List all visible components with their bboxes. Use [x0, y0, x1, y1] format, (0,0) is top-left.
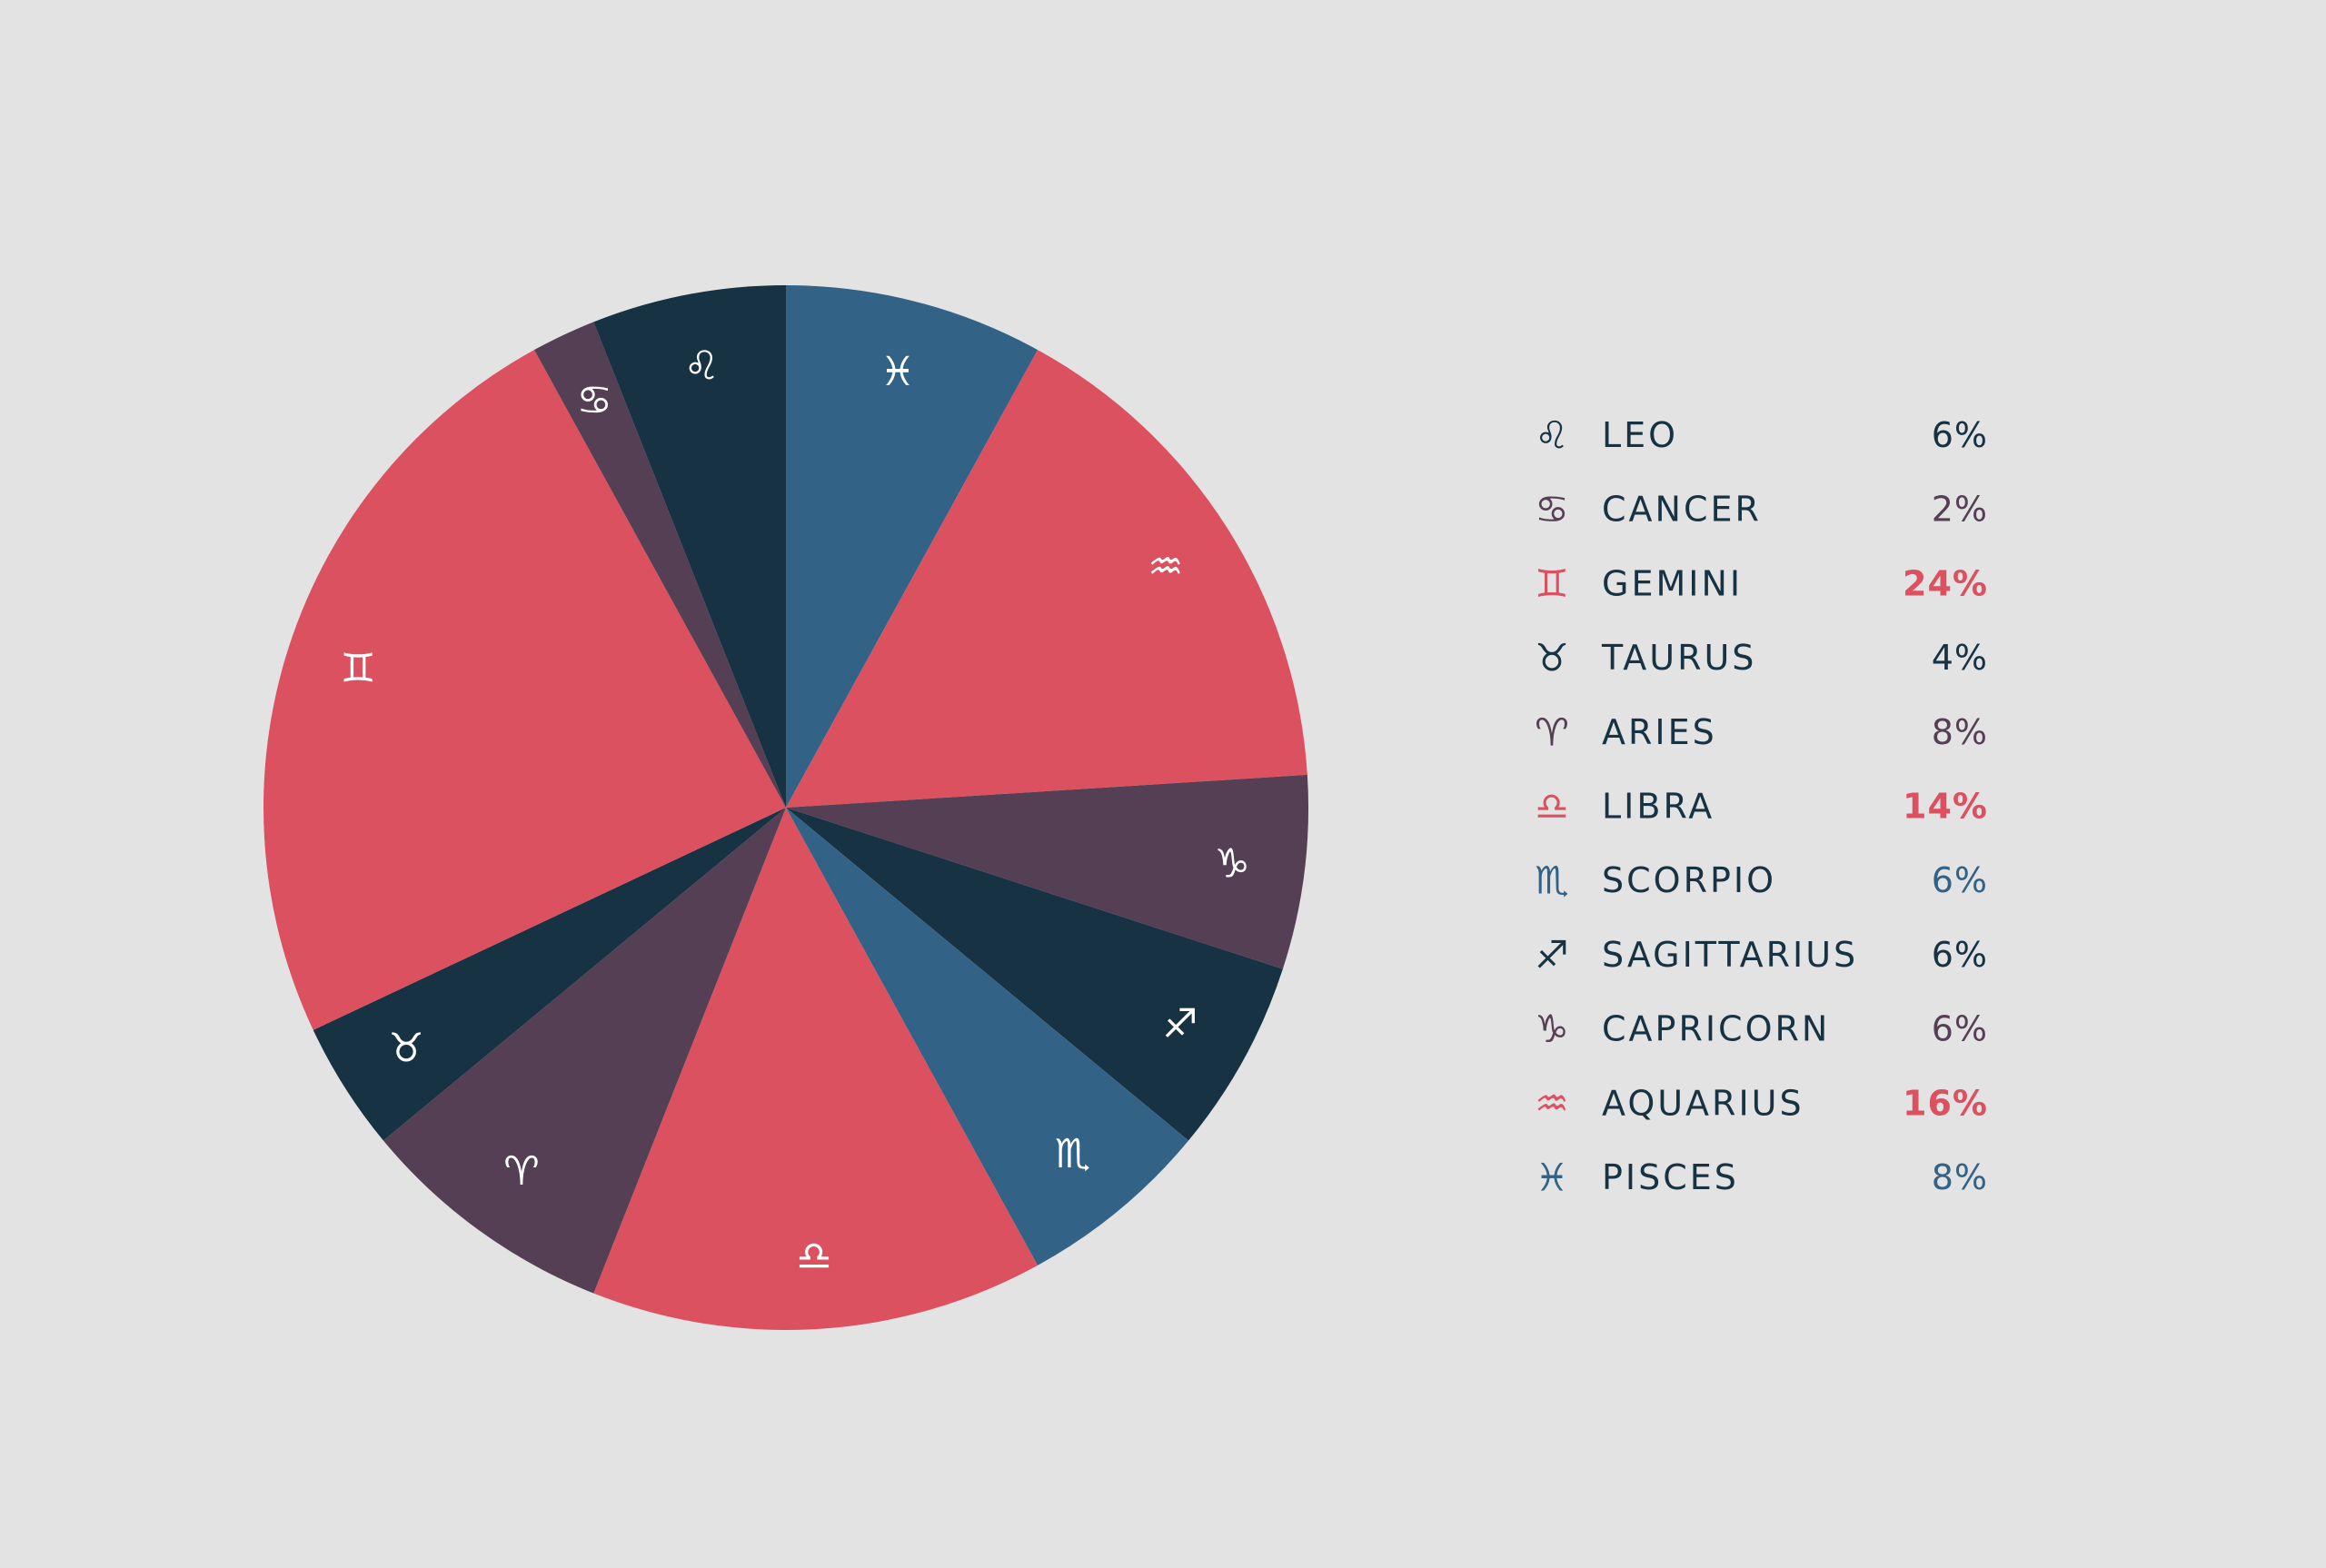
legend-libra-icon: ♎︎: [1535, 784, 1569, 829]
pie-slice-capricorn: [786, 774, 1309, 969]
legend-label: ARIES: [1602, 712, 1717, 752]
pisces-icon: ♓︎: [880, 349, 915, 395]
pie-slice-taurus: [313, 808, 787, 1141]
legend-value: 6%: [1932, 860, 1988, 900]
legend-value: 14%: [1903, 787, 1988, 827]
pie-slice-sagittarius: [786, 808, 1283, 1141]
legend-label: TAURUS: [1601, 638, 1756, 678]
legend-label: PISCES: [1602, 1157, 1739, 1197]
scorpio-icon: ♏︎: [1055, 1131, 1090, 1177]
legend-value: 8%: [1932, 712, 1988, 752]
pie-slice-libra: [593, 808, 1039, 1331]
taurus-icon: ♉︎: [388, 1026, 423, 1072]
legend-value: 24%: [1903, 563, 1988, 603]
aries-icon: ♈︎: [503, 1148, 539, 1195]
legend-value: 2%: [1932, 490, 1988, 530]
legend-item-aquarius: ♒︎ AQUARIUS 16%: [1535, 1081, 1988, 1126]
cancer-icon: ♋︎: [576, 378, 611, 424]
legend-aries-icon: ♈︎: [1535, 710, 1569, 754]
pie-slices: [263, 285, 1309, 1331]
legend-label: CANCER: [1602, 490, 1762, 530]
legend-item-gemini: ♊︎ GEMINI 24%: [1535, 561, 1988, 606]
legend-item-cancer: ♋︎ CANCER 2%: [1535, 487, 1988, 531]
pie-slice-gemini: [263, 350, 786, 1030]
capricorn-icon: ♑︎: [1214, 841, 1249, 888]
aquarius-icon: ♒︎: [1148, 543, 1183, 590]
legend-item-aries: ♈︎ ARIES 8%: [1535, 710, 1988, 754]
pie-slice-cancer: [533, 322, 786, 808]
legend-value: 4%: [1932, 638, 1988, 678]
gemini-icon: ♊︎: [340, 646, 375, 692]
legend-item-taurus: ♉︎ TAURUS 4%: [1535, 636, 1988, 680]
pie-slice-pisces: [786, 285, 1039, 808]
legend-pisces-icon: ♓︎: [1535, 1156, 1569, 1200]
legend-label: AQUARIUS: [1602, 1083, 1804, 1123]
libra-icon: ♎︎: [796, 1234, 831, 1280]
legend-cancer-icon: ♋︎: [1535, 487, 1569, 531]
legend: ♌︎ LEO 6% ♋︎ CANCER 2% ♊︎ GEMINI 24% ♉︎ TAURUS 4% ♈︎…: [1535, 413, 1988, 1200]
pie-slice-icons: ♓︎ ♒︎ ♑︎ ♐︎ ♏︎ ♎︎ ♈︎ ♉︎ ♊︎ ♋︎ ♌︎: [340, 342, 1249, 1279]
legend-label: SCORPIO: [1602, 860, 1776, 900]
legend-item-capricorn: ♑︎ CAPRICORN 6%: [1535, 1007, 1988, 1051]
pie-slice-scorpio: [786, 808, 1189, 1265]
legend-taurus-icon: ♉︎: [1535, 636, 1569, 680]
legend-value: 6%: [1932, 1009, 1988, 1049]
legend-sagittarius-icon: ♐︎: [1535, 932, 1569, 977]
legend-label: LIBRA: [1602, 787, 1715, 827]
legend-capricorn-icon: ♑︎: [1535, 1007, 1569, 1051]
legend-value: 8%: [1932, 1157, 1988, 1197]
legend-aquarius-icon: ♒︎: [1535, 1081, 1569, 1126]
pie-slice-aries: [383, 808, 786, 1294]
legend-item-libra: ♎︎ LIBRA 14%: [1535, 784, 1988, 829]
legend-scorpio-icon: ♏︎: [1535, 858, 1569, 903]
pie-slice-leo: [593, 285, 786, 808]
legend-value: 6%: [1932, 935, 1988, 975]
leo-icon: ♌︎: [683, 342, 719, 389]
legend-item-leo: ♌︎ LEO 6%: [1535, 413, 1988, 458]
legend-label: SAGITTARIUS: [1602, 935, 1858, 975]
legend-label: LEO: [1602, 415, 1678, 455]
sagittarius-icon: ♐︎: [1162, 1001, 1198, 1047]
pie-slice-aquarius: [786, 350, 1307, 808]
legend-value: 16%: [1903, 1083, 1988, 1123]
legend-label: GEMINI: [1602, 563, 1743, 603]
legend-item-sagittarius: ♐︎ SAGITTARIUS 6%: [1535, 932, 1988, 977]
legend-item-pisces: ♓︎ PISCES 8%: [1535, 1156, 1988, 1200]
legend-item-scorpio: ♏︎ SCORPIO 6%: [1535, 858, 1988, 903]
legend-leo-icon: ♌︎: [1535, 413, 1569, 458]
legend-value: 6%: [1932, 415, 1988, 455]
legend-label: CAPRICORN: [1602, 1009, 1830, 1049]
legend-gemini-icon: ♊︎: [1535, 561, 1569, 606]
